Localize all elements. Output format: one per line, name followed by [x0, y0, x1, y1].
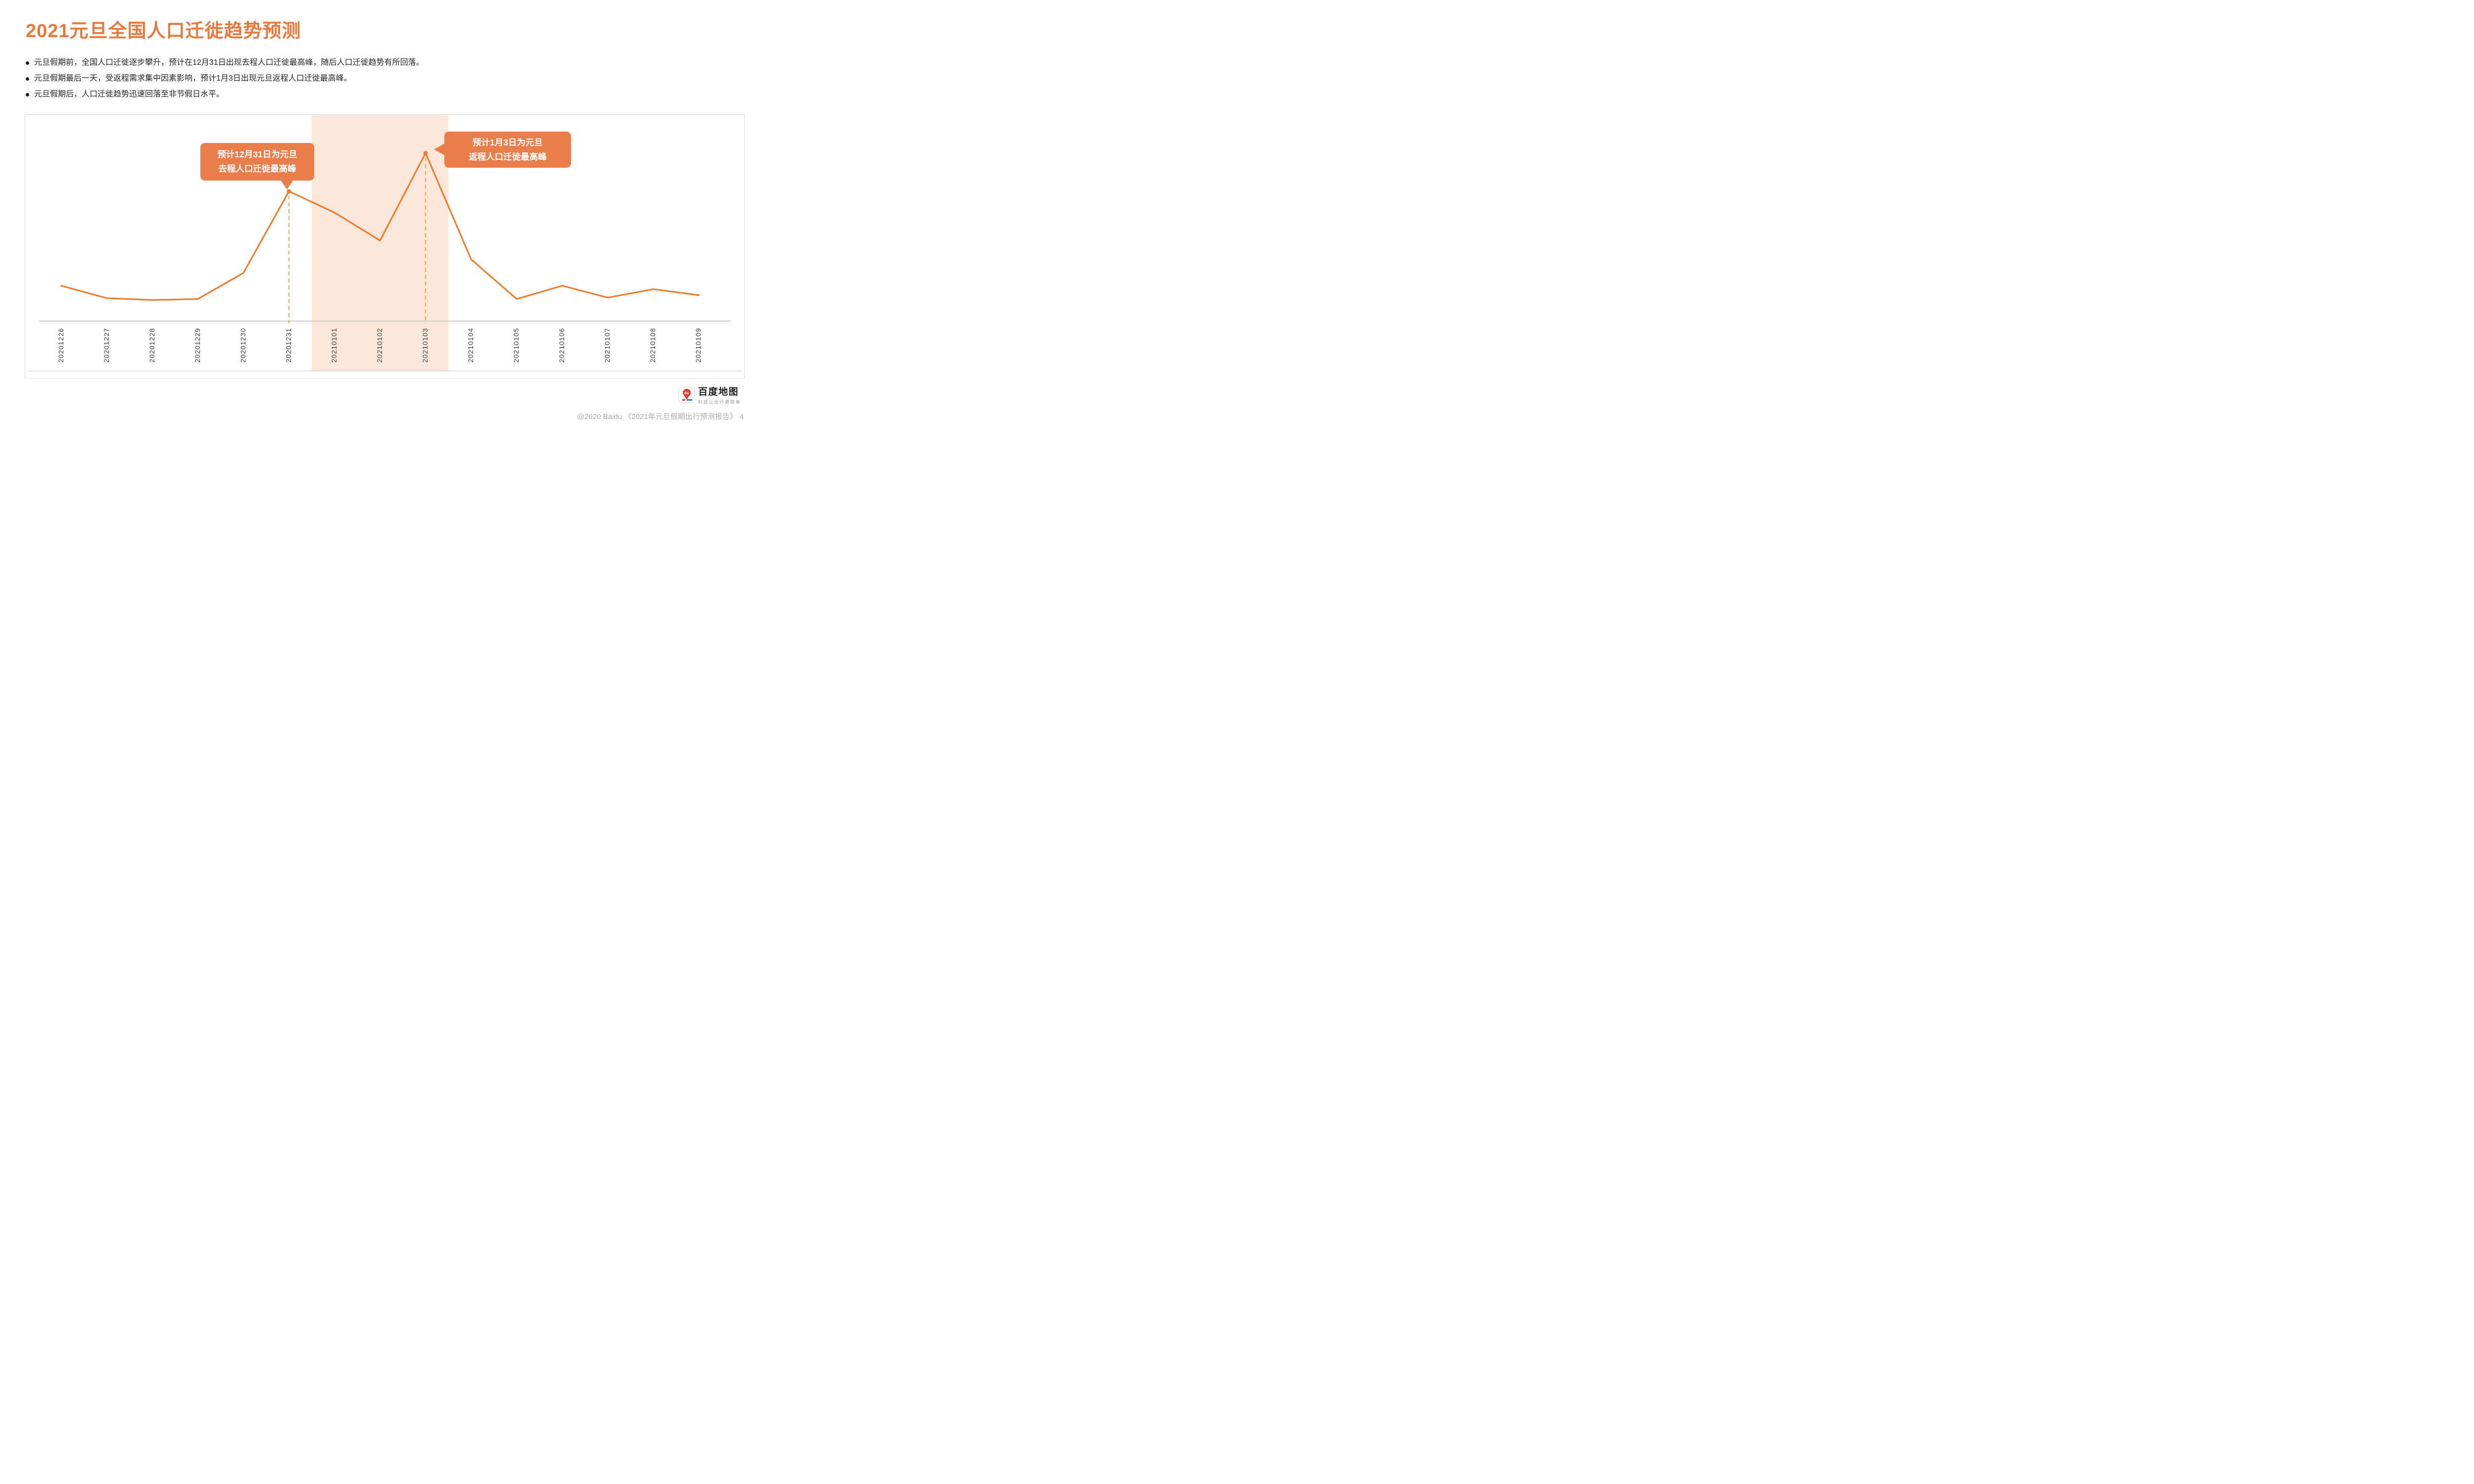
baidu-maps-logo: du 百度地图 科技让出行更简单 — [678, 387, 741, 405]
bullet-item: 元旦假期前，全国人口迁徙逐步攀升，预计在12月31日出现去程人口迁徙最高峰，随后… — [26, 55, 424, 71]
report-slide: 2021元旦全国人口迁徙趋势预测 元旦假期前，全国人口迁徙逐步攀升，预计在12月… — [0, 0, 765, 430]
peak-marker-dot — [286, 189, 291, 194]
callout-text-line: 去程人口迁徙最高峰 — [218, 164, 296, 174]
callout-return-peak: 预计1月3日为元旦 返程人口迁徙最高峰 — [434, 132, 571, 168]
bullet-text: 元旦假期前，全国人口迁徙逐步攀升，预计在12月31日出现去程人口迁徙最高峰，随后… — [34, 58, 424, 67]
brand-name: 百度地图 — [698, 387, 739, 397]
trend-line — [60, 152, 700, 301]
bullet-text: 元旦假期后，人口迁徙趋势迅速回落至非节假日水平。 — [34, 90, 225, 98]
callout-departure-peak: 预计12月31日为元旦 去程人口迁徙最高峰 — [200, 143, 314, 189]
map-bar-red-icon — [682, 399, 685, 401]
callout-pointer-down-icon — [281, 180, 293, 189]
brand-slogan: 科技让出行更简单 — [698, 400, 741, 405]
callout-text-line: 预计12月31日为元旦 — [217, 149, 297, 159]
map-pin-tail-icon — [684, 396, 689, 400]
map-pin-icon: du — [682, 389, 691, 397]
footer-credit: @2020 Baidu 《2021年元旦假期出行预测报告》 4 — [577, 411, 744, 421]
pin-label: du — [684, 390, 689, 395]
peak-marker-dot — [423, 151, 428, 156]
callout-text-line: 预计1月3日为元旦 — [473, 138, 543, 147]
page-number: 4 — [739, 413, 744, 421]
bullet-list: 元旦假期前，全国人口迁徙逐步攀升，预计在12月31日出现去程人口迁徙最高峰，随后… — [26, 55, 424, 102]
migration-trend-chart — [27, 115, 742, 371]
bullet-item: 元旦假期后，人口迁徙趋势迅速回落至非节假日水平。 — [26, 87, 424, 102]
bullet-dot-icon — [26, 61, 29, 65]
map-bar-blue-icon — [687, 399, 692, 401]
bullet-item: 元旦假期最后一天，受返程需求集中因素影响，预计1月3日出现元旦返程人口迁徙最高峰… — [26, 71, 424, 87]
chart-card: 20201226 20201227 20201228 20201229 20201230… — [25, 114, 745, 378]
bullet-dot-icon — [26, 77, 29, 81]
callout-text-line: 返程人口迁徙最高峰 — [469, 152, 547, 162]
callout-pointer-left-icon — [434, 143, 445, 155]
bullet-text: 元旦假期最后一天，受返程需求集中因素影响，预计1月3日出现元旦返程人口迁徙最高峰… — [34, 74, 352, 83]
bullet-dot-icon — [26, 93, 29, 96]
baidu-maps-app-icon: du — [678, 387, 695, 403]
page-title: 2021元旦全国人口迁徙趋势预测 — [26, 21, 301, 42]
brand-text-block: 百度地图 科技让出行更简单 — [698, 387, 741, 405]
credit-text: @2020 Baidu 《2021年元旦假期出行预测报告》 — [576, 413, 737, 421]
holiday-band — [311, 115, 449, 371]
